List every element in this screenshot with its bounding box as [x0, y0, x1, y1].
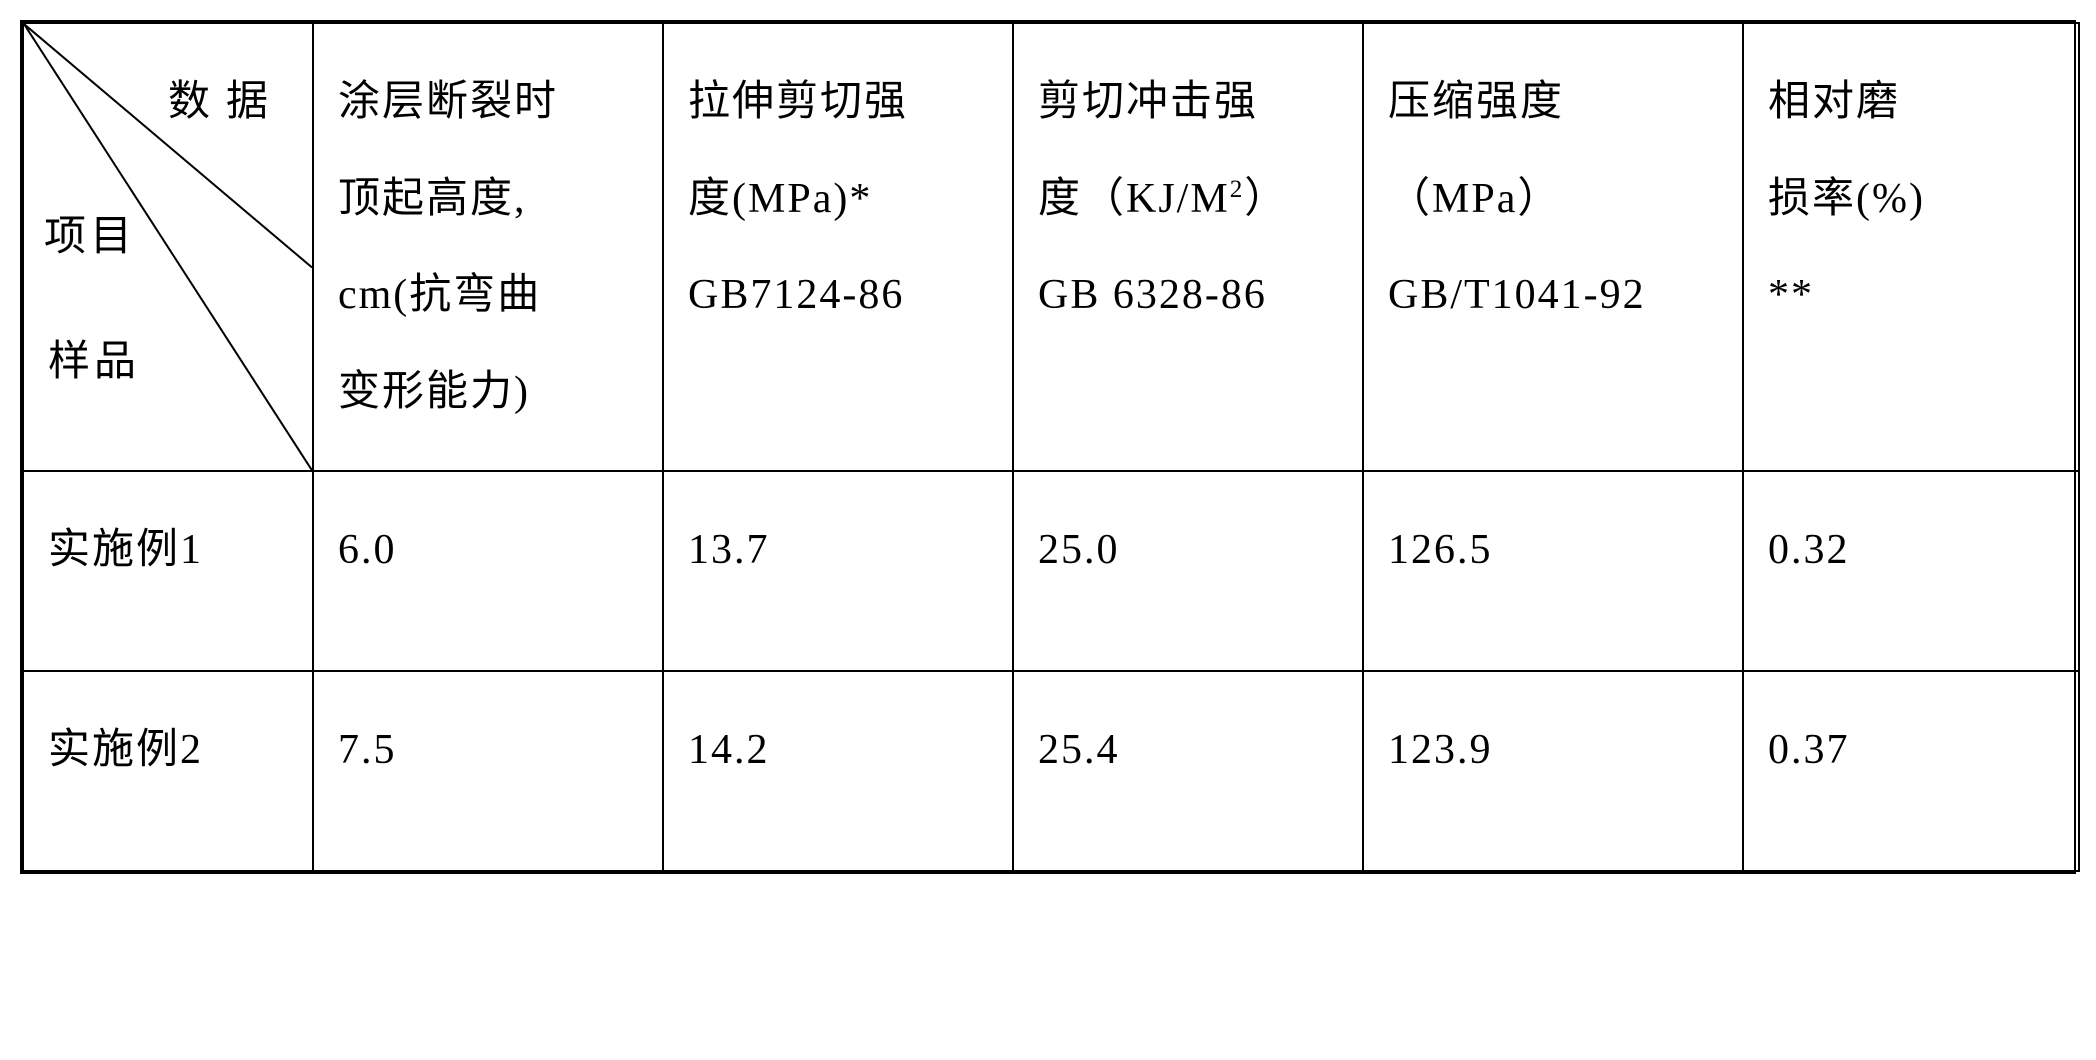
row2-val3: 25.4: [1013, 671, 1363, 871]
row1-val3: 25.0: [1013, 471, 1363, 671]
table-row: 实施例1 6.0 13.7 25.0 126.5 0.32: [23, 471, 2079, 671]
col1-line4: 变形能力): [338, 344, 638, 441]
col5-line1: 相对磨: [1768, 54, 2054, 151]
col1-line3: cm(抗弯曲: [338, 247, 638, 344]
row2-val1: 7.5: [313, 671, 663, 871]
col1-line1: 涂层断裂时: [338, 54, 638, 151]
col2-line1: 拉伸剪切强: [688, 54, 988, 151]
row1-val1: 6.0: [313, 471, 663, 671]
column-header-1: 涂层断裂时 顶起高度, cm(抗弯曲 变形能力): [313, 23, 663, 471]
col1-line2: 顶起高度,: [338, 151, 638, 248]
row2-val2: 14.2: [663, 671, 1013, 871]
diagonal-label-sample: 样品: [48, 314, 140, 411]
row2-label: 实施例2: [23, 671, 313, 871]
column-header-2: 拉伸剪切强 度(MPa)* GB7124-86: [663, 23, 1013, 471]
row1-label: 实施例1: [23, 471, 313, 671]
row2-val5: 0.37: [1743, 671, 2079, 871]
row1-val2: 13.7: [663, 471, 1013, 671]
data-table-container: 数据 项目 样品 涂层断裂时 顶起高度, cm(抗弯曲 变形能力) 拉伸剪切强 …: [20, 20, 2076, 874]
col3-line2: 度（KJ/M2）: [1038, 151, 1338, 248]
col4-line2: （MPa）: [1388, 151, 1718, 248]
row1-val5: 0.32: [1743, 471, 2079, 671]
col5-line3: **: [1768, 247, 2054, 344]
data-table: 数据 项目 样品 涂层断裂时 顶起高度, cm(抗弯曲 变形能力) 拉伸剪切强 …: [22, 22, 2080, 872]
col4-line1: 压缩强度: [1388, 54, 1718, 151]
col3-line1: 剪切冲击强: [1038, 54, 1338, 151]
col5-line2: 损率(%): [1768, 151, 2054, 248]
col3-line3: GB 6328-86: [1038, 247, 1338, 344]
diagonal-label-item: 项目: [44, 189, 136, 286]
table-row: 实施例2 7.5 14.2 25.4 123.9 0.37: [23, 671, 2079, 871]
col2-line3: GB7124-86: [688, 247, 988, 344]
row1-val4: 126.5: [1363, 471, 1743, 671]
column-header-3: 剪切冲击强 度（KJ/M2） GB 6328-86: [1013, 23, 1363, 471]
col2-line2: 度(MPa)*: [688, 151, 988, 248]
column-header-5: 相对磨 损率(%) **: [1743, 23, 2079, 471]
col4-line3: GB/T1041-92: [1388, 247, 1718, 344]
diagonal-label-data: 数据: [168, 54, 284, 151]
diagonal-header-cell: 数据 项目 样品: [23, 23, 313, 471]
table-header-row: 数据 项目 样品 涂层断裂时 顶起高度, cm(抗弯曲 变形能力) 拉伸剪切强 …: [23, 23, 2079, 471]
row2-val4: 123.9: [1363, 671, 1743, 871]
column-header-4: 压缩强度 （MPa） GB/T1041-92: [1363, 23, 1743, 471]
